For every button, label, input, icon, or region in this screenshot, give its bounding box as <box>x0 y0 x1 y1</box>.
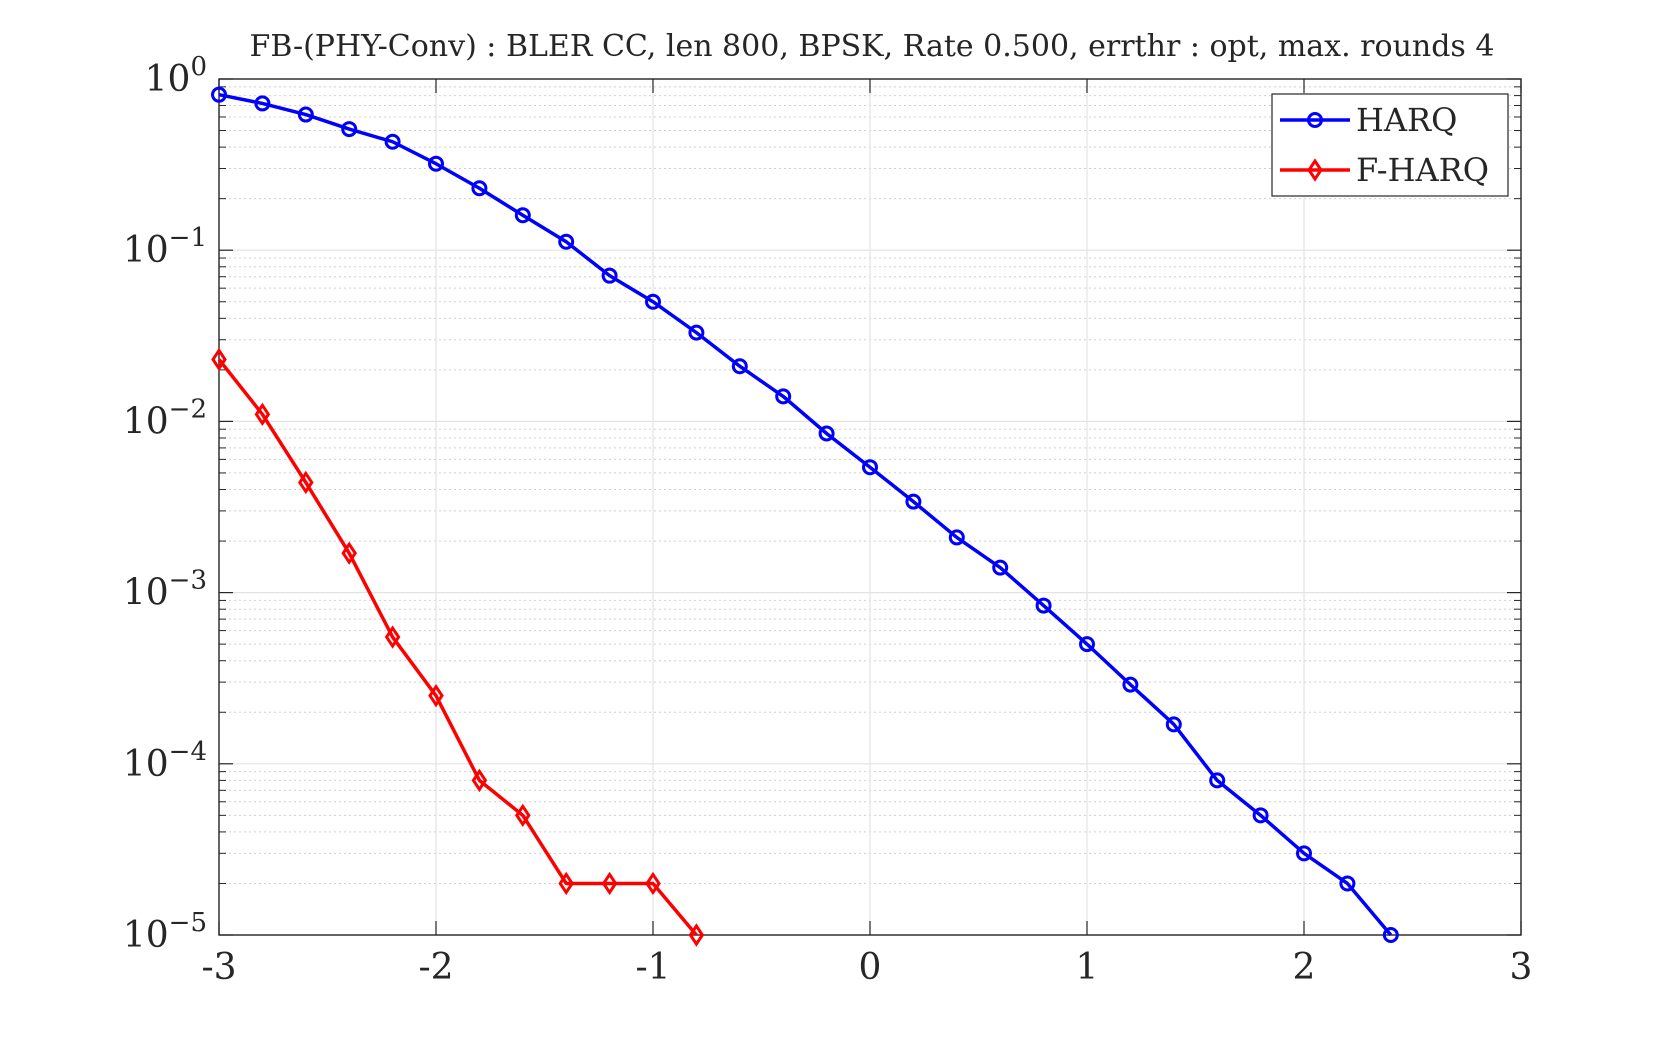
data-point-harq <box>1122 676 1139 693</box>
x-tick-label: -3 <box>201 947 236 988</box>
data-point-harq <box>1035 597 1052 614</box>
data-point-f-harq <box>645 871 661 896</box>
data-point-harq <box>688 324 705 341</box>
legend-label: F-HARQ <box>1356 151 1489 189</box>
data-point-f-harq <box>297 470 314 495</box>
data-point-harq <box>1339 875 1356 892</box>
data-point-harq <box>211 86 227 103</box>
data-point-harq <box>601 267 618 284</box>
legend-item-f-harq: F-HARQ <box>1280 151 1489 189</box>
data-point-f-harq <box>558 871 575 896</box>
data-point-f-harq <box>471 768 488 793</box>
data-point-f-harq <box>601 871 618 896</box>
axes <box>218 78 1522 936</box>
x-tick-label: 3 <box>1510 947 1533 988</box>
x-tick-label: 2 <box>1293 947 1316 988</box>
data-point-f-harq <box>341 541 358 565</box>
chart-title: FB-(PHY-Conv) : BLER CC, len 800, BPSK, … <box>250 29 1495 64</box>
data-point-harq <box>428 155 444 172</box>
y-tick-label: 10−5 <box>123 908 207 956</box>
data-point-f-harq <box>514 803 531 828</box>
data-point-harq <box>1382 927 1399 943</box>
series-layer <box>211 86 1399 947</box>
x-tick-label: -2 <box>418 947 453 988</box>
data-point-harq <box>1296 845 1312 862</box>
data-point-harq <box>775 388 792 405</box>
y-tick-label: 10−1 <box>123 223 207 271</box>
data-point-harq <box>1079 636 1095 653</box>
x-tick-label: -1 <box>635 947 670 988</box>
legend-box <box>1271 93 1509 197</box>
data-point-f-harq <box>384 625 401 649</box>
y-tick-label: 10−2 <box>123 394 207 442</box>
data-point-harq <box>731 358 748 375</box>
data-point-harq <box>1165 716 1182 733</box>
plot-frame <box>218 78 1522 936</box>
data-point-harq <box>862 459 878 476</box>
data-point-harq <box>1209 772 1226 789</box>
legend: HARQ F-HARQ <box>1271 93 1509 197</box>
series-harq <box>211 86 1399 943</box>
legend-marker <box>1307 158 1323 182</box>
data-point-harq <box>818 425 835 442</box>
data-point-harq <box>254 95 271 112</box>
series-f-harq <box>211 347 705 947</box>
data-point-harq <box>514 207 531 224</box>
x-tick-label: 1 <box>1076 947 1099 988</box>
y-tick-label: 10−3 <box>123 566 207 614</box>
legend-item-harq: HARQ <box>1280 101 1457 139</box>
data-point-harq <box>992 559 1009 576</box>
legend-marker <box>1307 112 1323 128</box>
data-point-harq <box>905 493 922 510</box>
data-point-f-harq <box>688 923 705 947</box>
data-point-harq <box>297 106 314 123</box>
data-point-f-harq <box>211 347 227 372</box>
data-point-harq <box>471 180 488 197</box>
data-point-harq <box>384 133 401 150</box>
x-tick-label: 0 <box>859 947 882 988</box>
y-tick-label: 10−4 <box>123 737 207 785</box>
data-point-harq <box>948 529 965 546</box>
series-line-harq <box>218 92 1393 937</box>
data-point-harq <box>341 121 358 138</box>
data-point-harq <box>558 233 575 250</box>
legend-label: HARQ <box>1356 101 1457 139</box>
tick-labels: -3 -2 -1 0 1 2 3 100 10−1 10−2 10−3 10−4 10−5 <box>123 52 1533 988</box>
data-point-f-harq <box>428 683 444 708</box>
y-tick-label: 100 <box>145 52 207 100</box>
data-point-f-harq <box>254 402 271 427</box>
data-point-harq <box>1252 807 1269 824</box>
data-point-harq <box>645 293 661 310</box>
